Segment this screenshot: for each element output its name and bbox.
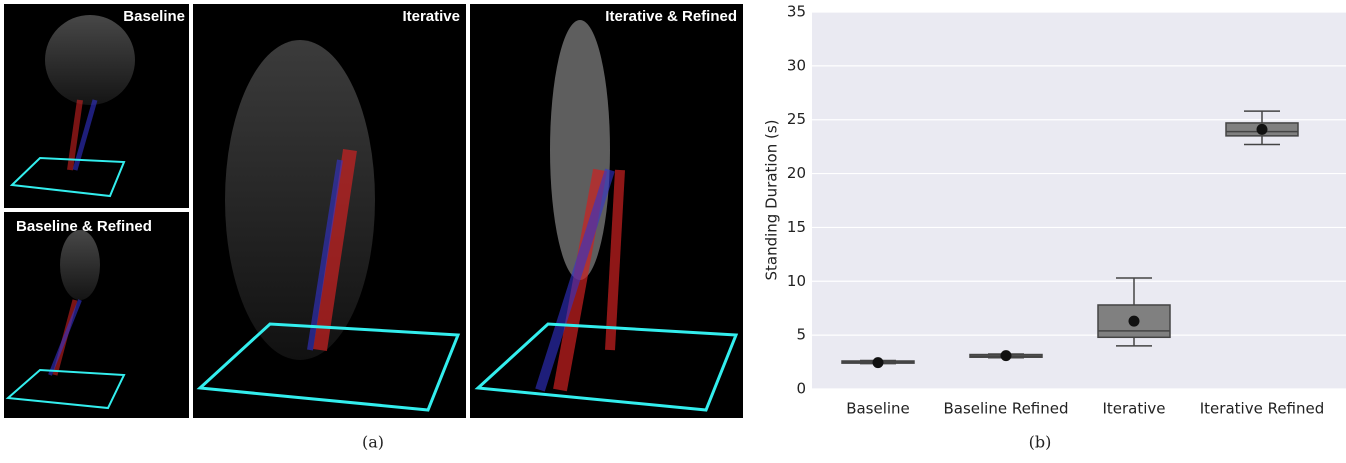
y-tick-label: 30	[787, 56, 806, 74]
y-axis-label: Standing Duration (s)	[763, 119, 781, 280]
panel-label: Baseline & Refined	[16, 218, 152, 235]
x-tick-label: Baseline	[846, 400, 910, 418]
y-tick-label: 15	[787, 218, 806, 236]
panel-label: Iterative & Refined	[605, 8, 737, 25]
panel-images	[4, 4, 743, 418]
y-tick-label: 35	[787, 3, 806, 21]
x-tick-label: Iterative	[1102, 400, 1165, 418]
caption: (a)	[362, 433, 384, 452]
y-tick-label: 10	[787, 272, 806, 290]
mean	[873, 357, 884, 368]
x-tick-label: Iterative Refined	[1200, 400, 1325, 418]
y-tick-label: 25	[787, 110, 806, 128]
y-tick-label: 0	[796, 380, 806, 398]
caption: (b)	[1029, 433, 1052, 452]
mean	[1257, 124, 1268, 135]
y-tick-label: 20	[787, 164, 806, 182]
x-tick-label: Baseline Refined	[943, 400, 1068, 418]
plot-area	[812, 12, 1346, 389]
figure: Baseline Baseline & Refined Iterative It…	[0, 0, 1346, 459]
panel-label: Iterative	[402, 8, 460, 25]
mean	[1129, 316, 1140, 327]
mean	[1001, 350, 1012, 361]
panel-label: Baseline	[123, 8, 185, 25]
y-tick-label: 5	[796, 326, 806, 344]
